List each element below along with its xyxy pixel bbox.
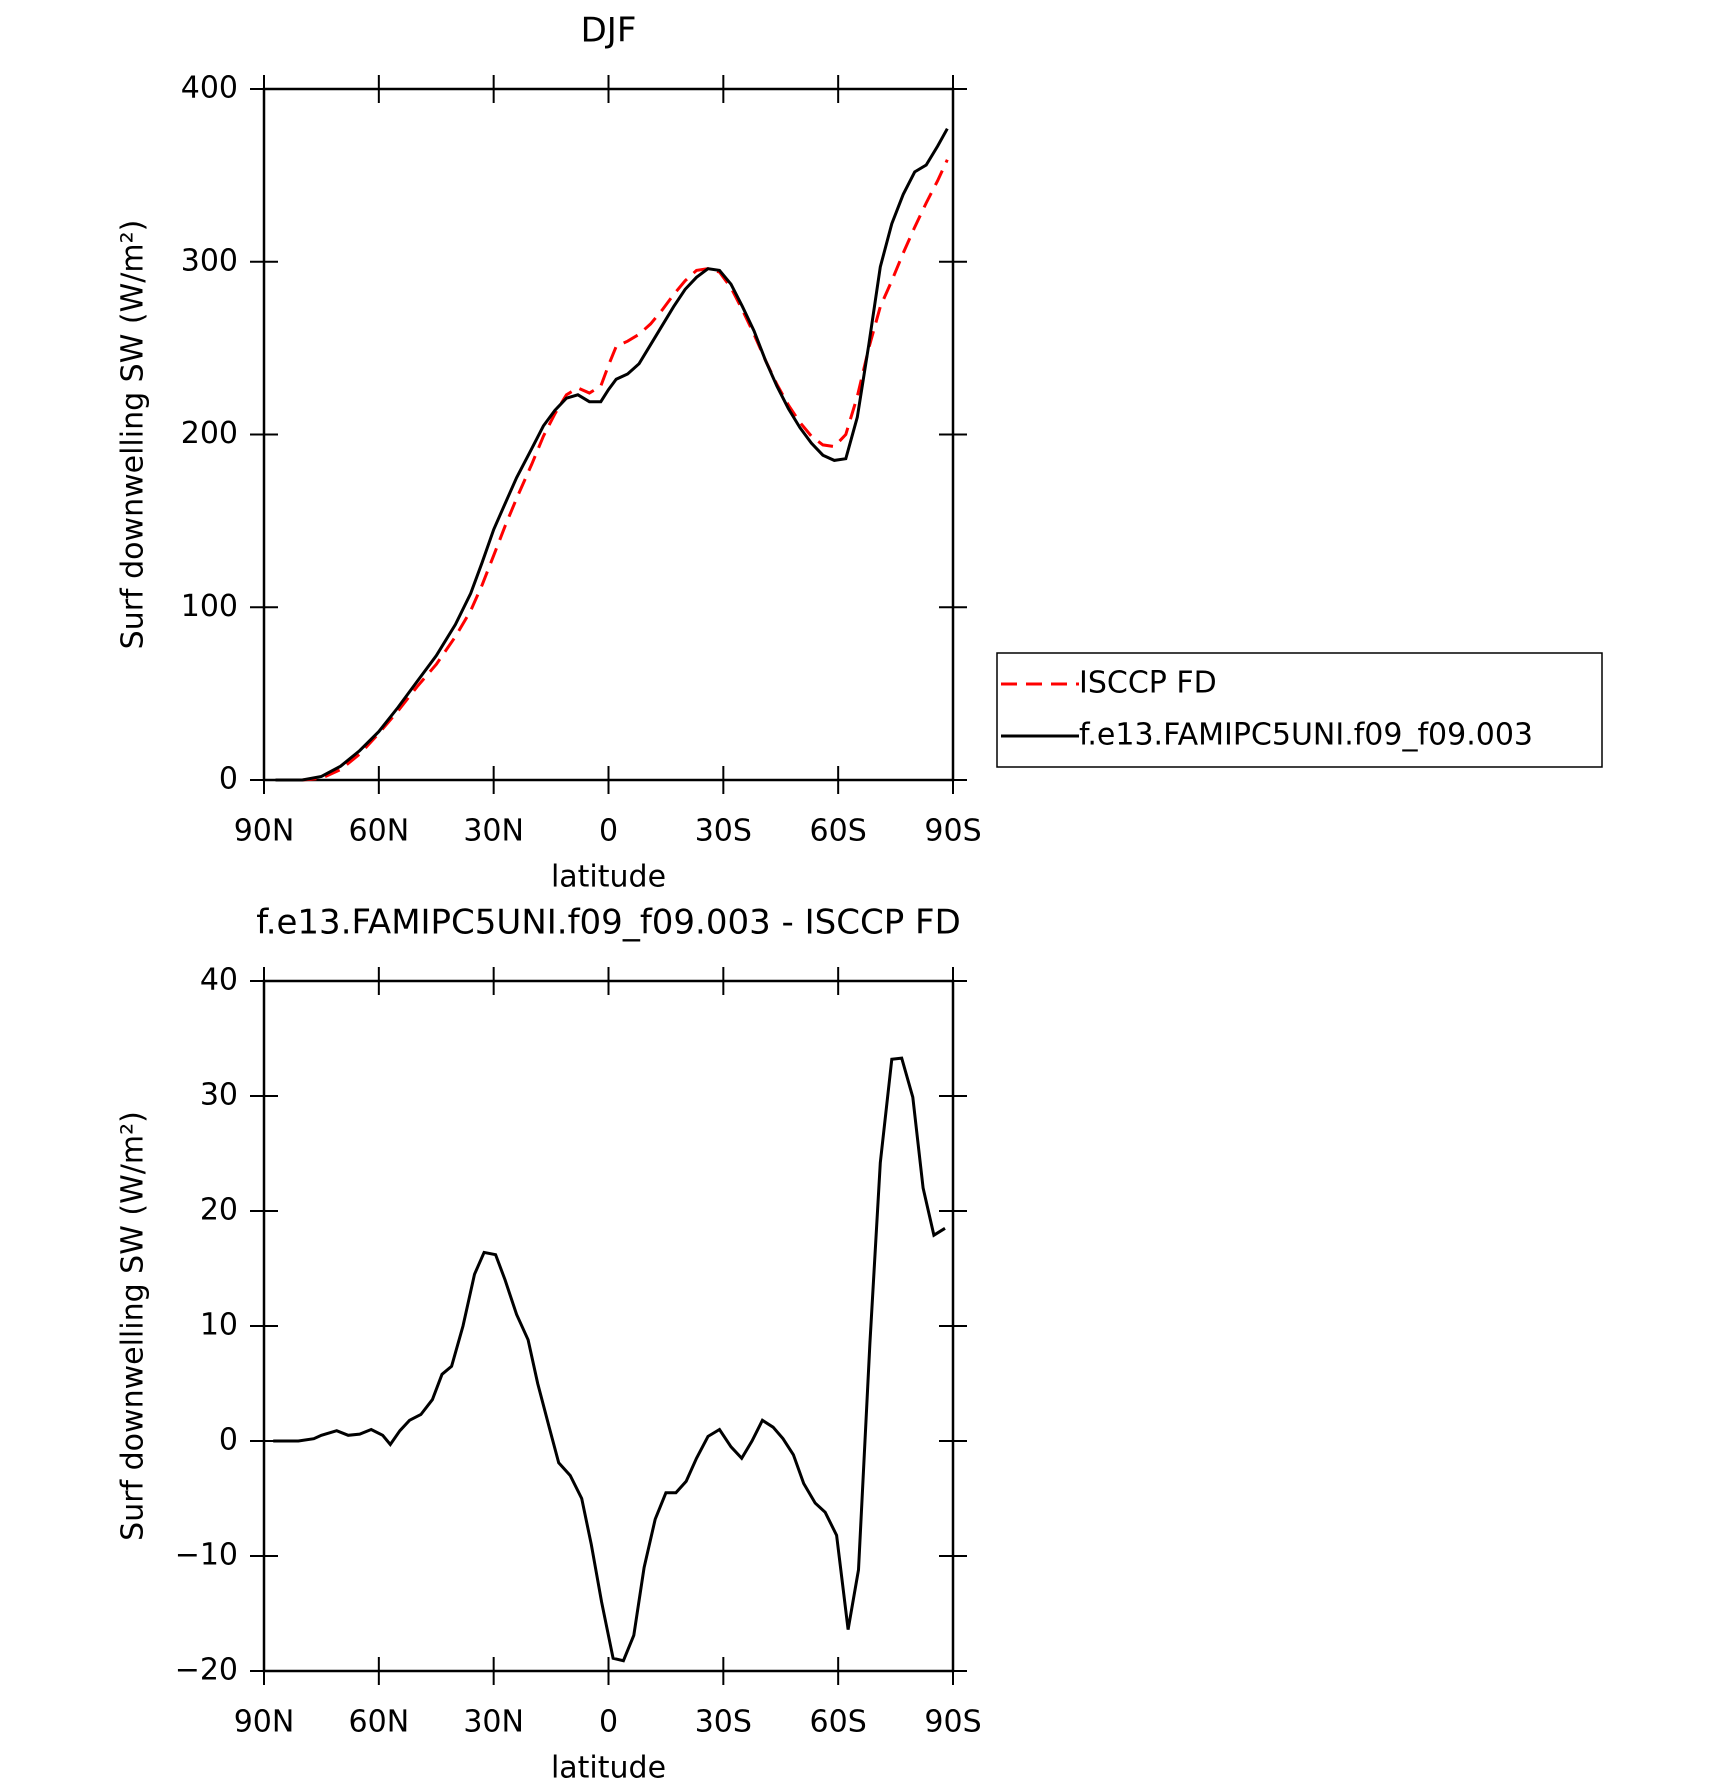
y-tick-label: 100 xyxy=(181,589,238,624)
plot-frame xyxy=(262,979,955,1673)
data-line xyxy=(275,127,949,782)
x-tick-label: 30S xyxy=(695,1705,752,1740)
x-tick-label: 90N xyxy=(234,1705,295,1740)
x-tick-label: 30N xyxy=(463,814,524,849)
chart-title: f.e13.FAMIPC5UNI.f09_f09.003 - ISCCP FD xyxy=(256,903,961,943)
x-tick-label: 60N xyxy=(349,1705,410,1740)
x-tick-label: 0 xyxy=(599,814,618,849)
y-tick-label: −20 xyxy=(175,1653,238,1688)
y-tick-label: 400 xyxy=(181,71,238,106)
y-tick-label: 20 xyxy=(200,1193,238,1228)
x-axis-label: latitude xyxy=(551,860,666,895)
data-line xyxy=(275,159,949,782)
legend-label: f.e13.FAMIPC5UNI.f09_f09.003 xyxy=(1079,718,1533,753)
y-tick-label: 0 xyxy=(219,1423,238,1458)
y-tick-label: 300 xyxy=(181,243,238,278)
x-tick-label: 60N xyxy=(349,814,410,849)
x-tick-label: 90S xyxy=(924,814,981,849)
x-tick-label: 60S xyxy=(810,1705,867,1740)
legend-label: ISCCP FD xyxy=(1079,666,1217,701)
y-tick-label: 10 xyxy=(200,1308,238,1343)
x-tick-label: 30S xyxy=(695,814,752,849)
y-tick-label: −10 xyxy=(175,1538,238,1573)
y-tick-label: 40 xyxy=(200,963,238,998)
x-tick-label: 60S xyxy=(810,814,867,849)
y-axis-label: Surf downwelling SW (W/m²) xyxy=(116,220,151,650)
y-tick-label: 200 xyxy=(181,416,238,451)
x-axis-label: latitude xyxy=(551,1751,666,1786)
x-tick-label: 30N xyxy=(463,1705,524,1740)
chart-title: DJF xyxy=(581,11,637,51)
y-axis-label: Surf downwelling SW (W/m²) xyxy=(116,1111,151,1541)
plot-frame xyxy=(262,87,955,782)
data-line xyxy=(273,1056,946,1663)
y-tick-label: 0 xyxy=(219,762,238,797)
x-tick-label: 90S xyxy=(924,1705,981,1740)
legend-box xyxy=(996,652,1603,768)
x-tick-label: 90N xyxy=(234,814,295,849)
x-tick-label: 0 xyxy=(599,1705,618,1740)
y-tick-label: 30 xyxy=(200,1078,238,1113)
